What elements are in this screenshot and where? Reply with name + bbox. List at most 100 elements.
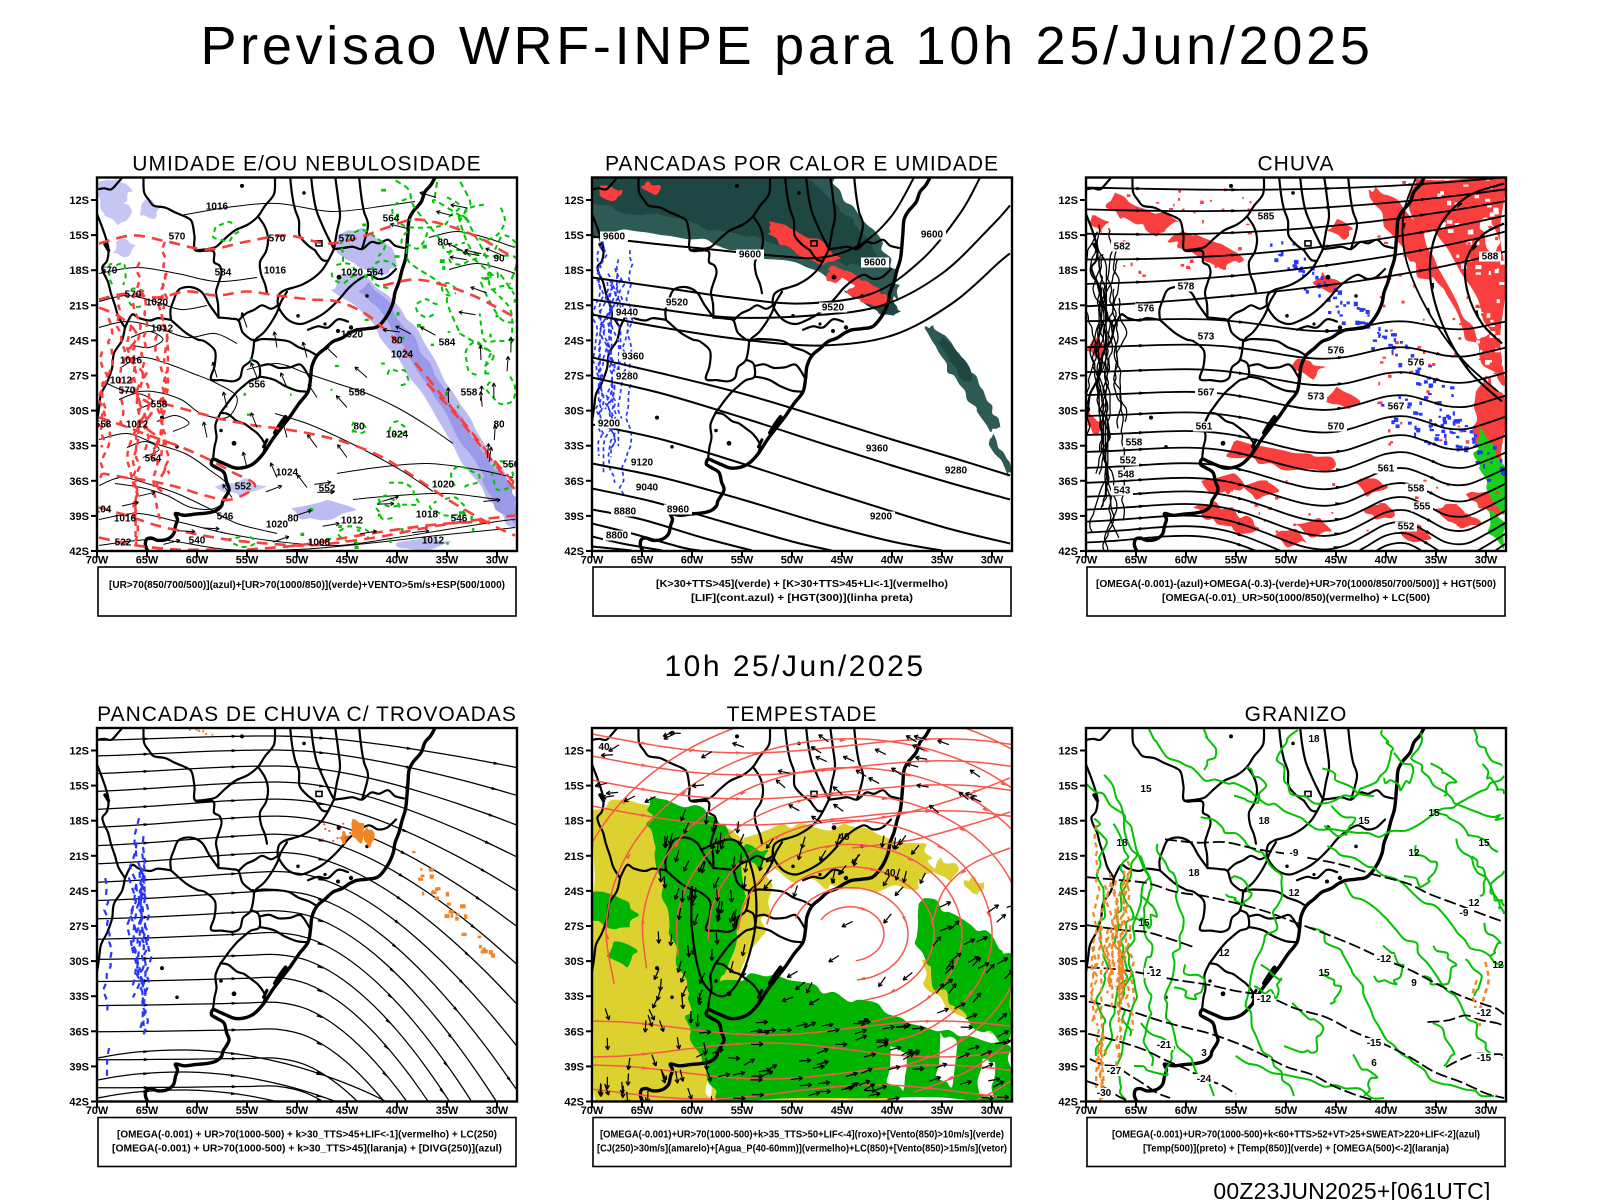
svg-text:570: 570 [269,234,286,245]
svg-text:9280: 9280 [616,372,639,383]
svg-text:-27: -27 [1107,1066,1122,1077]
svg-text:1024: 1024 [391,350,414,361]
svg-text:570: 570 [119,386,136,397]
svg-text:40W: 40W [386,1105,409,1117]
svg-text:27S: 27S [564,371,584,383]
svg-text:55W: 55W [1225,1105,1248,1117]
svg-text:584: 584 [215,268,232,279]
svg-text:45W: 45W [1325,555,1348,567]
svg-text:21S: 21S [564,300,584,312]
svg-text:24S: 24S [564,886,584,898]
svg-text:40W: 40W [386,555,409,567]
svg-text:55W: 55W [731,555,754,567]
svg-text:50W: 50W [781,555,804,567]
svg-text:540: 540 [189,536,206,547]
svg-text:15S: 15S [69,230,89,242]
svg-text:70W: 70W [1075,555,1098,567]
svg-text:36S: 36S [1058,476,1078,488]
svg-text:9440: 9440 [616,308,639,319]
svg-text:39S: 39S [69,511,89,523]
svg-text:45W: 45W [831,1105,854,1117]
svg-text:1012: 1012 [110,376,133,387]
svg-text:12S: 12S [69,746,89,758]
svg-text:1020: 1020 [266,520,289,531]
svg-text:8960: 8960 [667,505,690,516]
svg-text:50W: 50W [781,1105,804,1117]
svg-text:80: 80 [437,238,449,249]
svg-text:80: 80 [353,422,365,433]
svg-text:80: 80 [287,514,299,525]
svg-text:TEMPESTADE: TEMPESTADE [727,703,878,726]
svg-text:[OMEGA(-0.001) + UR>70(1000-50: [OMEGA(-0.001) + UR>70(1000-500) + k>30_… [117,1130,497,1141]
svg-text:567: 567 [1198,388,1215,399]
svg-text:570: 570 [169,232,186,243]
svg-text:42S: 42S [1058,546,1078,558]
svg-text:558: 558 [1126,438,1143,449]
svg-text:35W: 35W [1425,1105,1448,1117]
svg-text:556: 556 [249,380,266,391]
svg-text:9040: 9040 [636,483,659,494]
svg-text:552: 552 [1398,522,1415,533]
svg-text:45W: 45W [336,555,359,567]
svg-text:35W: 35W [931,1105,954,1117]
svg-text:3: 3 [1201,1048,1207,1059]
svg-text:60W: 60W [1175,1105,1198,1117]
svg-text:24S: 24S [1058,335,1078,347]
svg-text:15: 15 [1138,918,1150,929]
svg-text:50W: 50W [286,555,309,567]
svg-text:36S: 36S [69,476,89,488]
svg-text:15: 15 [1318,968,1330,979]
svg-text:-15: -15 [1477,1053,1492,1064]
svg-text:36S: 36S [564,1026,584,1038]
svg-text:21S: 21S [69,851,89,863]
svg-text:-9: -9 [1460,908,1469,919]
svg-text:70W: 70W [581,1105,604,1117]
svg-text:584: 584 [439,338,456,349]
svg-text:564: 564 [367,268,384,279]
svg-text:15S: 15S [564,781,584,793]
svg-text:50W: 50W [286,1105,309,1117]
svg-text:24S: 24S [69,335,89,347]
svg-text:-12: -12 [1147,968,1162,979]
svg-text:60W: 60W [681,555,704,567]
svg-text:42S: 42S [1058,1097,1078,1109]
svg-text:9600: 9600 [864,258,887,269]
svg-text:548: 548 [1118,470,1135,481]
svg-text:585: 585 [1258,212,1275,223]
svg-text:40W: 40W [881,555,904,567]
svg-text:30W: 30W [1475,1105,1498,1117]
svg-text:60W: 60W [681,1105,704,1117]
svg-text:36S: 36S [1058,1026,1078,1038]
svg-text:12S: 12S [564,746,584,758]
svg-text:CHUVA: CHUVA [1258,153,1335,176]
svg-text:104: 104 [95,505,112,516]
svg-text:12: 12 [1408,848,1420,859]
svg-text:21S: 21S [1058,851,1078,863]
svg-text:35W: 35W [436,555,459,567]
svg-text:60W: 60W [186,1105,209,1117]
svg-text:80: 80 [391,336,403,347]
svg-text:33S: 33S [1058,441,1078,453]
svg-text:12: 12 [1468,898,1480,909]
svg-text:42S: 42S [69,546,89,558]
svg-text:570: 570 [101,266,118,277]
svg-text:1012: 1012 [341,516,364,527]
svg-text:42S: 42S [564,1097,584,1109]
svg-text:70W: 70W [86,555,109,567]
svg-text:55W: 55W [1225,555,1248,567]
svg-text:-12: -12 [1377,954,1392,965]
svg-text:33S: 33S [564,991,584,1003]
svg-text:45W: 45W [831,555,854,567]
svg-text:12S: 12S [1058,746,1078,758]
svg-text:9520: 9520 [822,303,845,314]
svg-text:570: 570 [339,234,356,245]
svg-text:-12: -12 [1477,1008,1492,1019]
svg-text:9520: 9520 [666,298,689,309]
svg-text:[OMEGA(-0.001)+UR>70(1000-500): [OMEGA(-0.001)+UR>70(1000-500)+k<60+TTS>… [1112,1130,1480,1141]
svg-text:30W: 30W [981,555,1004,567]
svg-text:576: 576 [1138,304,1155,315]
svg-text:582: 582 [1114,242,1131,253]
svg-text:80: 80 [493,420,505,431]
svg-text:15: 15 [1140,784,1152,795]
svg-text:9600: 9600 [603,232,626,243]
